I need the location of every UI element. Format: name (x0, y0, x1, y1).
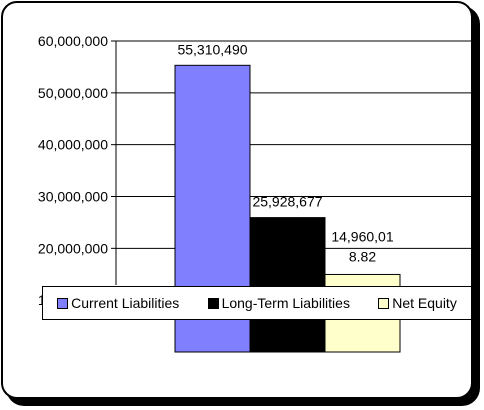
legend-label-long-term-liabilities: Long-Term Liabilities (221, 295, 350, 311)
y-tick-label: 60,000,000 (38, 33, 108, 49)
x-category-label: 39,599.00 (253, 328, 317, 344)
data-label: 8.82 (349, 248, 376, 264)
legend-swatch-net-equity (378, 297, 390, 309)
y-tick-label: 20,000,000 (38, 240, 108, 256)
legend-label-net-equity: Net Equity (392, 295, 457, 311)
bar-long-term-liabilities (249, 217, 326, 353)
data-label: 25,928,677 (252, 194, 322, 210)
y-tick-label: 30,000,000 (38, 189, 108, 205)
legend-swatch-long-term-liabilities (207, 297, 219, 309)
y-tick-label: 40,000,000 (38, 137, 108, 153)
legend-swatch-current-liabilities (57, 297, 69, 309)
data-label: 14,960,01 (331, 228, 393, 244)
legend-item-long-term-liabilities: Long-Term Liabilities (207, 295, 350, 311)
legend-label-current-liabilities: Current Liabilities (71, 295, 180, 311)
data-label: 55,310,490 (177, 41, 247, 57)
y-tick-label: 50,000,000 (38, 85, 108, 101)
legend-item-net-equity: Net Equity (378, 295, 457, 311)
legend-item-current-liabilities: Current Liabilities (57, 295, 179, 311)
legend: Current Liabilities Long-Term Liabilitie… (42, 286, 472, 320)
